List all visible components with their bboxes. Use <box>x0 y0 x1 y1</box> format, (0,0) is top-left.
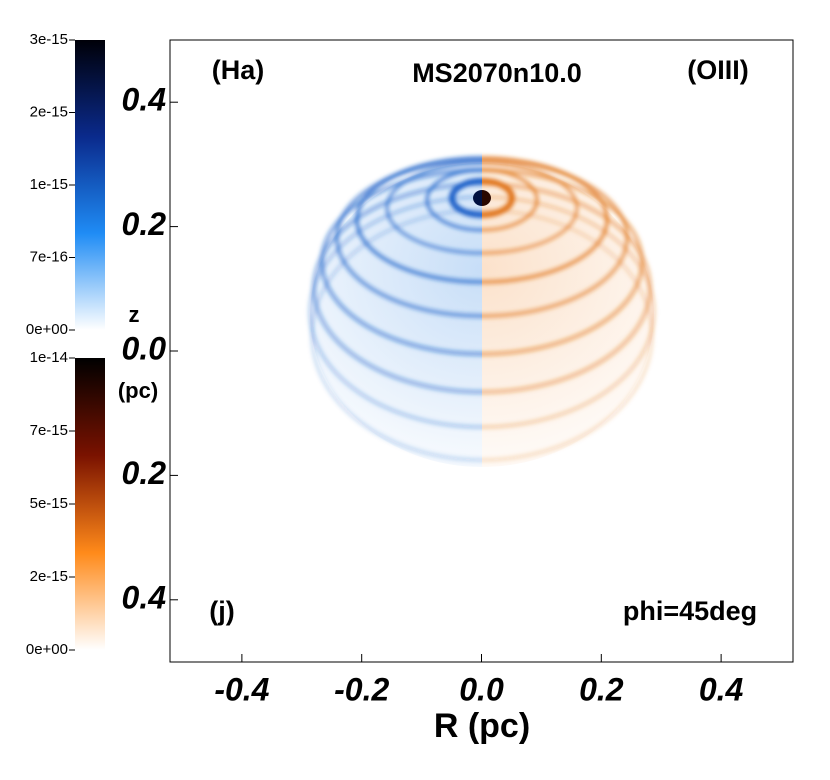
ring <box>308 195 482 429</box>
colorbar-tick-label: 3e-15 <box>30 31 68 48</box>
colorbar-tick-label: 0e+00 <box>26 641 68 658</box>
ring <box>385 161 482 255</box>
colorbar-tick-label: 5e-15 <box>30 495 68 512</box>
ring <box>482 168 644 356</box>
colorbar-tick-label: 1e-15 <box>30 176 68 193</box>
colorbar-tick-label: 2e-15 <box>30 568 68 585</box>
y-tick-label: 0.2 <box>122 455 167 491</box>
rings <box>308 156 482 462</box>
x-tick-label: 0.0 <box>459 671 504 707</box>
ring <box>482 161 579 255</box>
colorbar <box>75 40 105 330</box>
ring <box>425 168 482 232</box>
x-tick-label: -0.2 <box>334 671 389 707</box>
colorbar-tick-label: 7e-16 <box>30 248 68 265</box>
rings <box>482 156 656 462</box>
annotation: (Ha) <box>212 55 265 85</box>
annotation: phi=45deg <box>623 596 757 626</box>
ring <box>310 208 482 462</box>
colorbar-tick-label: 2e-15 <box>30 103 68 120</box>
colorbar-tick-label: 7e-15 <box>30 422 68 439</box>
image-half <box>308 156 482 467</box>
x-tick-label: 0.2 <box>579 671 624 707</box>
ring <box>320 168 482 356</box>
x-axis-label: R (pc) <box>434 707 530 745</box>
colorbar-tick-label: 0e+00 <box>26 321 68 338</box>
core <box>473 190 482 206</box>
emission-region <box>310 163 482 467</box>
image-half <box>482 156 656 467</box>
annotation: (OIII) <box>687 55 749 85</box>
colorbar <box>75 358 105 650</box>
emission-region <box>482 163 654 467</box>
y-tick-label: 0.4 <box>122 579 167 615</box>
ring <box>482 195 656 429</box>
ring <box>482 208 654 462</box>
annotation: (j) <box>209 596 234 626</box>
x-tick-label: 0.4 <box>699 671 744 707</box>
y-tick-label: 0.0 <box>122 330 167 366</box>
emission-image <box>308 156 656 467</box>
y-axis-label: z <box>129 302 140 327</box>
y-tick-label: 0.4 <box>122 82 167 118</box>
core <box>482 190 491 206</box>
x-tick-label: -0.4 <box>214 671 269 707</box>
colorbar-tick-label: 1e-14 <box>30 349 68 366</box>
y-axis-label: (pc) <box>118 378 158 403</box>
y-tick-label: 0.2 <box>122 206 167 242</box>
ring <box>482 168 539 232</box>
chart-title: MS2070n10.0 <box>412 58 582 88</box>
